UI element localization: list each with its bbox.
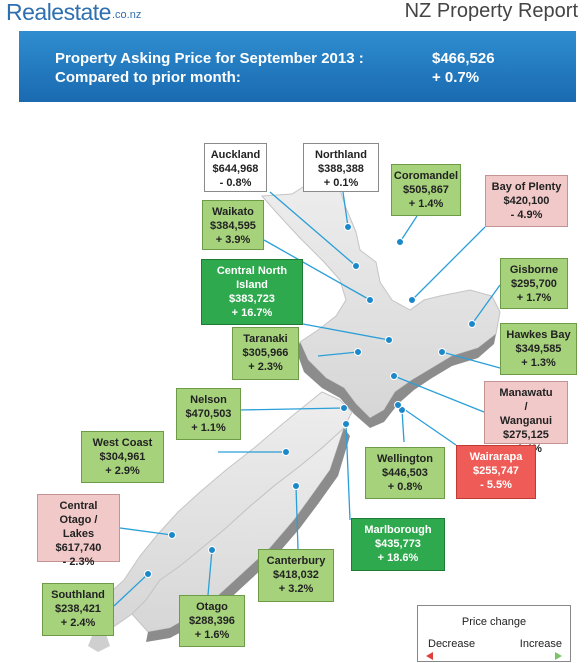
region-price: $349,585: [515, 343, 562, 355]
region-name: Bay of Plenty: [491, 181, 562, 193]
prior-month-change: + 0.7%: [432, 69, 480, 86]
region-name: Hawkes Bay: [506, 329, 571, 341]
region-price: $295,700: [511, 278, 557, 290]
region-box-nelson: Nelson $470,503 + 1.1%: [176, 388, 241, 440]
summary-banner: Property Asking Price for September 2013…: [19, 31, 576, 102]
region-change: + 3.9%: [215, 234, 251, 246]
region-price: $305,966: [242, 347, 289, 359]
region-price: $304,961: [99, 451, 146, 463]
region-name: Nelson: [190, 394, 227, 406]
region-name: Manawatu / Wanganui: [499, 387, 553, 427]
region-box-marlborough: Marlborough $435,773 + 18.6%: [351, 518, 445, 571]
region-change: - 0.8%: [219, 177, 252, 189]
legend-increase-label: Increase: [519, 638, 562, 650]
region-change: + 16.7%: [231, 307, 273, 319]
arrow-right-icon: [555, 652, 562, 660]
price-change-legend: Price change Decrease Increase: [417, 605, 571, 662]
region-name: Otago: [196, 601, 228, 613]
north-island-edge: [296, 334, 496, 428]
region-box-gisborne: Gisborne $295,700 + 1.7%: [500, 258, 568, 309]
region-price: $383,723: [229, 293, 275, 305]
leader-lines: [113, 191, 501, 607]
region-name: Auckland: [210, 149, 261, 161]
region-name: Waikato: [212, 206, 254, 218]
region-name: Taranaki: [243, 333, 288, 345]
region-price: $446,503: [382, 467, 428, 479]
region-name: Gisborne: [509, 264, 559, 276]
region-change: + 2.4%: [60, 617, 96, 629]
region-box-wairarapa: Wairarapa $255,747 - 5.5%: [456, 445, 536, 499]
legend-decrease-label: Decrease: [428, 638, 476, 650]
legend-arrow: [426, 652, 562, 660]
region-box-southland: Southland $238,421 + 2.4%: [42, 583, 114, 636]
region-box-west-coast: West Coast $304,961 + 2.9%: [81, 431, 164, 483]
region-change: + 2.9%: [105, 465, 140, 477]
report-title: NZ Property Report: [404, 0, 578, 22]
region-change: + 1.4%: [408, 198, 444, 210]
region-price: $238,421: [55, 603, 101, 615]
region-name: Northland: [315, 149, 367, 161]
region-name: Central North Island: [216, 265, 288, 291]
region-price: $470,503: [185, 408, 232, 420]
legend-title: Price change: [461, 616, 527, 628]
region-price: $435,773: [375, 538, 421, 550]
region-box-hawkes-bay: Hawkes Bay $349,585 + 1.3%: [500, 323, 577, 375]
stewart-island-shape: [88, 634, 110, 652]
region-name: West Coast: [92, 437, 153, 449]
region-box-central-otago-lakes: Central Otago / Lakes $617,740 - 2.3%: [37, 494, 120, 568]
region-name: Canterbury: [266, 555, 326, 567]
region-box-manawatu-wanganui: Manawatu / Wanganui $275,125 - 1.4%: [484, 381, 568, 455]
region-box-wellington: Wellington $446,503 + 0.8%: [365, 447, 445, 499]
region-price: $275,125: [503, 429, 549, 441]
region-price: $617,740: [55, 542, 102, 554]
region-price: $388,388: [318, 163, 364, 175]
asking-price-label: Property Asking Price for September 2013…: [55, 50, 364, 67]
region-box-canterbury: Canterbury $418,032 + 3.2%: [258, 549, 334, 602]
south-island-east: [131, 426, 346, 633]
region-box-taranaki: Taranaki $305,966 + 2.3%: [232, 327, 299, 380]
region-price: $505,867: [403, 184, 449, 196]
region-dots: [144, 223, 476, 578]
region-box-northland: Northland $388,388 + 0.1%: [303, 143, 379, 192]
region-box-coromandel: Coromandel $505,867 + 1.4%: [391, 164, 461, 216]
region-change: + 1.1%: [191, 422, 226, 434]
realestate-logo: Realestate .co.nz: [6, 0, 142, 25]
region-box-auckland: Auckland $644,968 - 0.8%: [204, 143, 267, 192]
region-name: Coromandel: [393, 170, 459, 182]
region-box-waikato: Waikato $384,595 + 3.9%: [202, 200, 264, 250]
region-name: Central Otago / Lakes: [59, 500, 98, 540]
logo-suffix: .co.nz: [111, 9, 142, 21]
region-price: $255,747: [473, 465, 519, 477]
region-change: + 0.8%: [387, 481, 423, 493]
asking-price-value: $466,526: [432, 50, 495, 67]
region-change: + 0.1%: [323, 177, 359, 189]
arrow-left-icon: [426, 652, 433, 660]
region-change: - 2.3%: [62, 556, 95, 568]
region-price: $288,396: [189, 615, 235, 627]
region-change: - 4.9%: [510, 209, 543, 221]
region-price: $644,968: [212, 163, 259, 175]
region-change: + 1.6%: [194, 629, 230, 641]
region-name: Wellington: [376, 453, 433, 465]
region-name: Southland: [51, 589, 105, 601]
region-price: $420,100: [503, 195, 550, 207]
logo-text: Realestate: [6, 0, 111, 25]
prior-month-label: Compared to prior month:: [55, 69, 241, 86]
region-change: + 3.2%: [278, 583, 314, 595]
region-change: + 1.7%: [516, 292, 552, 304]
region-change: - 5.5%: [480, 479, 512, 491]
region-price: $384,595: [210, 220, 256, 232]
region-change: + 1.3%: [521, 357, 556, 369]
region-box-central-north-island: Central North Island $383,723 + 16.7%: [201, 259, 303, 325]
region-name: Marlborough: [364, 524, 432, 536]
region-change: + 18.6%: [377, 552, 419, 564]
region-box-otago: Otago $288,396 + 1.6%: [179, 595, 245, 647]
region-box-bay-of-plenty: Bay of Plenty $420,100 - 4.9%: [485, 175, 568, 227]
region-price: $418,032: [273, 569, 319, 581]
region-change: + 2.3%: [248, 361, 283, 373]
region-name: Wairarapa: [469, 451, 523, 463]
